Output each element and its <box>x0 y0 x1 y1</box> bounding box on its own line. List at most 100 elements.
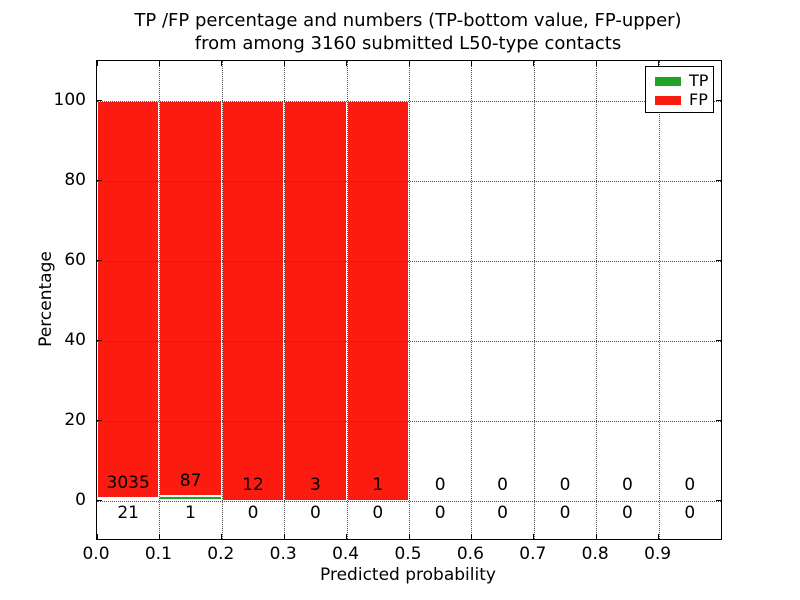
grid-line-vertical <box>409 61 410 539</box>
plot-area: 3035 21 87 1 12 0 3 0 1 0 0 0 0 0 0 0 0 0 0 0 <box>96 60 722 540</box>
x-axis-tick <box>283 534 285 539</box>
x-tick-label: 0.5 <box>394 544 422 564</box>
y-tick-label: 40 <box>64 329 86 350</box>
grid-line-vertical <box>471 61 473 539</box>
legend-entry-fp: FP <box>655 91 713 109</box>
fp-count-label: 3035 <box>106 472 150 493</box>
tp-count-label: 21 <box>117 502 140 523</box>
y-axis-tick <box>97 100 102 101</box>
x-axis-tick-top <box>283 61 285 66</box>
x-tick-label: 0.4 <box>332 544 360 564</box>
tp-bar-segment <box>97 497 160 501</box>
x-axis-tick <box>221 534 223 539</box>
x-axis-tick <box>470 534 472 539</box>
fp-count-label: 0 <box>497 475 509 496</box>
y-tick-label: 60 <box>64 249 86 270</box>
x-axis-tick <box>595 534 597 539</box>
y-tick-label: 0 <box>75 489 86 510</box>
x-axis-tick <box>658 534 660 539</box>
x-tick-label: 0.1 <box>144 544 172 564</box>
grid-line-vertical <box>533 61 535 539</box>
y-axis-tick <box>97 340 102 341</box>
x-axis-tick-top <box>595 61 597 66</box>
y-axis-tick-right <box>716 500 721 501</box>
tp-count-label: 0 <box>497 502 509 523</box>
tp-count-label: 0 <box>434 502 446 523</box>
x-tick-label: 0.2 <box>207 544 235 564</box>
grid-line-horizontal <box>97 100 721 102</box>
y-axis-tick-right <box>716 340 721 341</box>
x-axis-tick-top <box>96 61 98 66</box>
x-tick-label: 0.7 <box>519 544 547 564</box>
chart-title: TP /FP percentage and numbers (TP-bottom… <box>88 9 728 55</box>
x-axis-tick <box>96 534 98 539</box>
tp-count-label: 0 <box>247 502 259 523</box>
x-axis-tick-top <box>408 61 410 66</box>
legend-label-fp: FP <box>689 90 708 109</box>
fp-bar-segment <box>346 100 409 501</box>
fp-count-label: 12 <box>242 475 264 496</box>
y-axis-tick <box>97 500 102 501</box>
fp-count-label: 0 <box>559 475 571 496</box>
y-tick-label: 80 <box>64 169 86 190</box>
tp-count-label: 0 <box>559 502 571 523</box>
tp-count-label: 0 <box>684 502 696 523</box>
x-axis-tick-top <box>346 61 348 66</box>
grid-line-horizontal <box>97 420 721 422</box>
grid-line-vertical <box>284 61 286 539</box>
x-axis-label: Predicted probability <box>320 565 496 585</box>
fp-count-label: 87 <box>179 470 202 491</box>
fp-bar-segment <box>159 100 222 496</box>
fp-count-label: 1 <box>372 475 384 496</box>
legend-entry-tp: TP <box>655 72 713 90</box>
x-tick-label: 0.6 <box>456 544 484 564</box>
fp-count-label: 0 <box>621 475 633 496</box>
x-axis-tick <box>533 534 535 539</box>
fp-count-label: 0 <box>434 475 446 496</box>
y-axis-tick-right <box>716 100 721 101</box>
grid-line-vertical <box>346 61 348 539</box>
x-axis-tick <box>408 534 410 539</box>
y-axis-tick <box>97 180 102 181</box>
x-axis-tick-top <box>533 61 535 66</box>
x-tick-label: 0.8 <box>581 544 609 564</box>
x-tick-label: 0.0 <box>82 544 110 564</box>
chart-title-line1: TP /FP percentage and numbers (TP-bottom… <box>134 10 682 31</box>
legend-label-tp: TP <box>689 71 709 90</box>
fp-bar-segment <box>284 100 347 501</box>
fp-bar-segment <box>97 100 160 498</box>
fp-count-label: 3 <box>309 475 321 496</box>
grid-line-horizontal <box>97 500 721 502</box>
grid-line-vertical <box>596 61 598 539</box>
tp-count-label: 0 <box>372 502 384 523</box>
grid-line-horizontal <box>97 180 721 182</box>
legend: TP FP <box>645 66 714 113</box>
grid-line-vertical <box>658 61 660 539</box>
x-axis-tick <box>346 534 348 539</box>
y-tick-label: 100 <box>53 89 86 110</box>
grid-line-horizontal <box>97 260 721 262</box>
tp-count-label: 0 <box>309 502 321 523</box>
grid-line-vertical <box>159 61 161 539</box>
x-axis-tick-top <box>221 61 223 66</box>
tp-count-label: 1 <box>185 502 197 523</box>
y-axis-tick <box>97 420 102 421</box>
fp-bar-segment <box>221 100 285 501</box>
tp-count-label: 0 <box>621 502 633 523</box>
y-tick-label: 20 <box>64 409 86 430</box>
fp-color-swatch <box>655 95 681 105</box>
grid-line-horizontal <box>97 340 721 342</box>
x-axis-tick-top <box>158 61 160 66</box>
x-tick-label: 0.3 <box>269 544 297 564</box>
chart-title-line2: from among 3160 submitted L50-type conta… <box>194 33 622 54</box>
fp-count-label: 0 <box>684 475 696 496</box>
tp-color-swatch <box>655 76 681 86</box>
y-axis-tick <box>97 260 102 261</box>
x-tick-label: 0.9 <box>644 544 672 564</box>
x-axis-tick-top <box>470 61 472 66</box>
x-axis-tick-top <box>658 61 660 66</box>
grid-line-vertical <box>221 61 223 539</box>
x-axis-tick <box>158 534 160 539</box>
y-axis-tick-right <box>716 180 721 181</box>
